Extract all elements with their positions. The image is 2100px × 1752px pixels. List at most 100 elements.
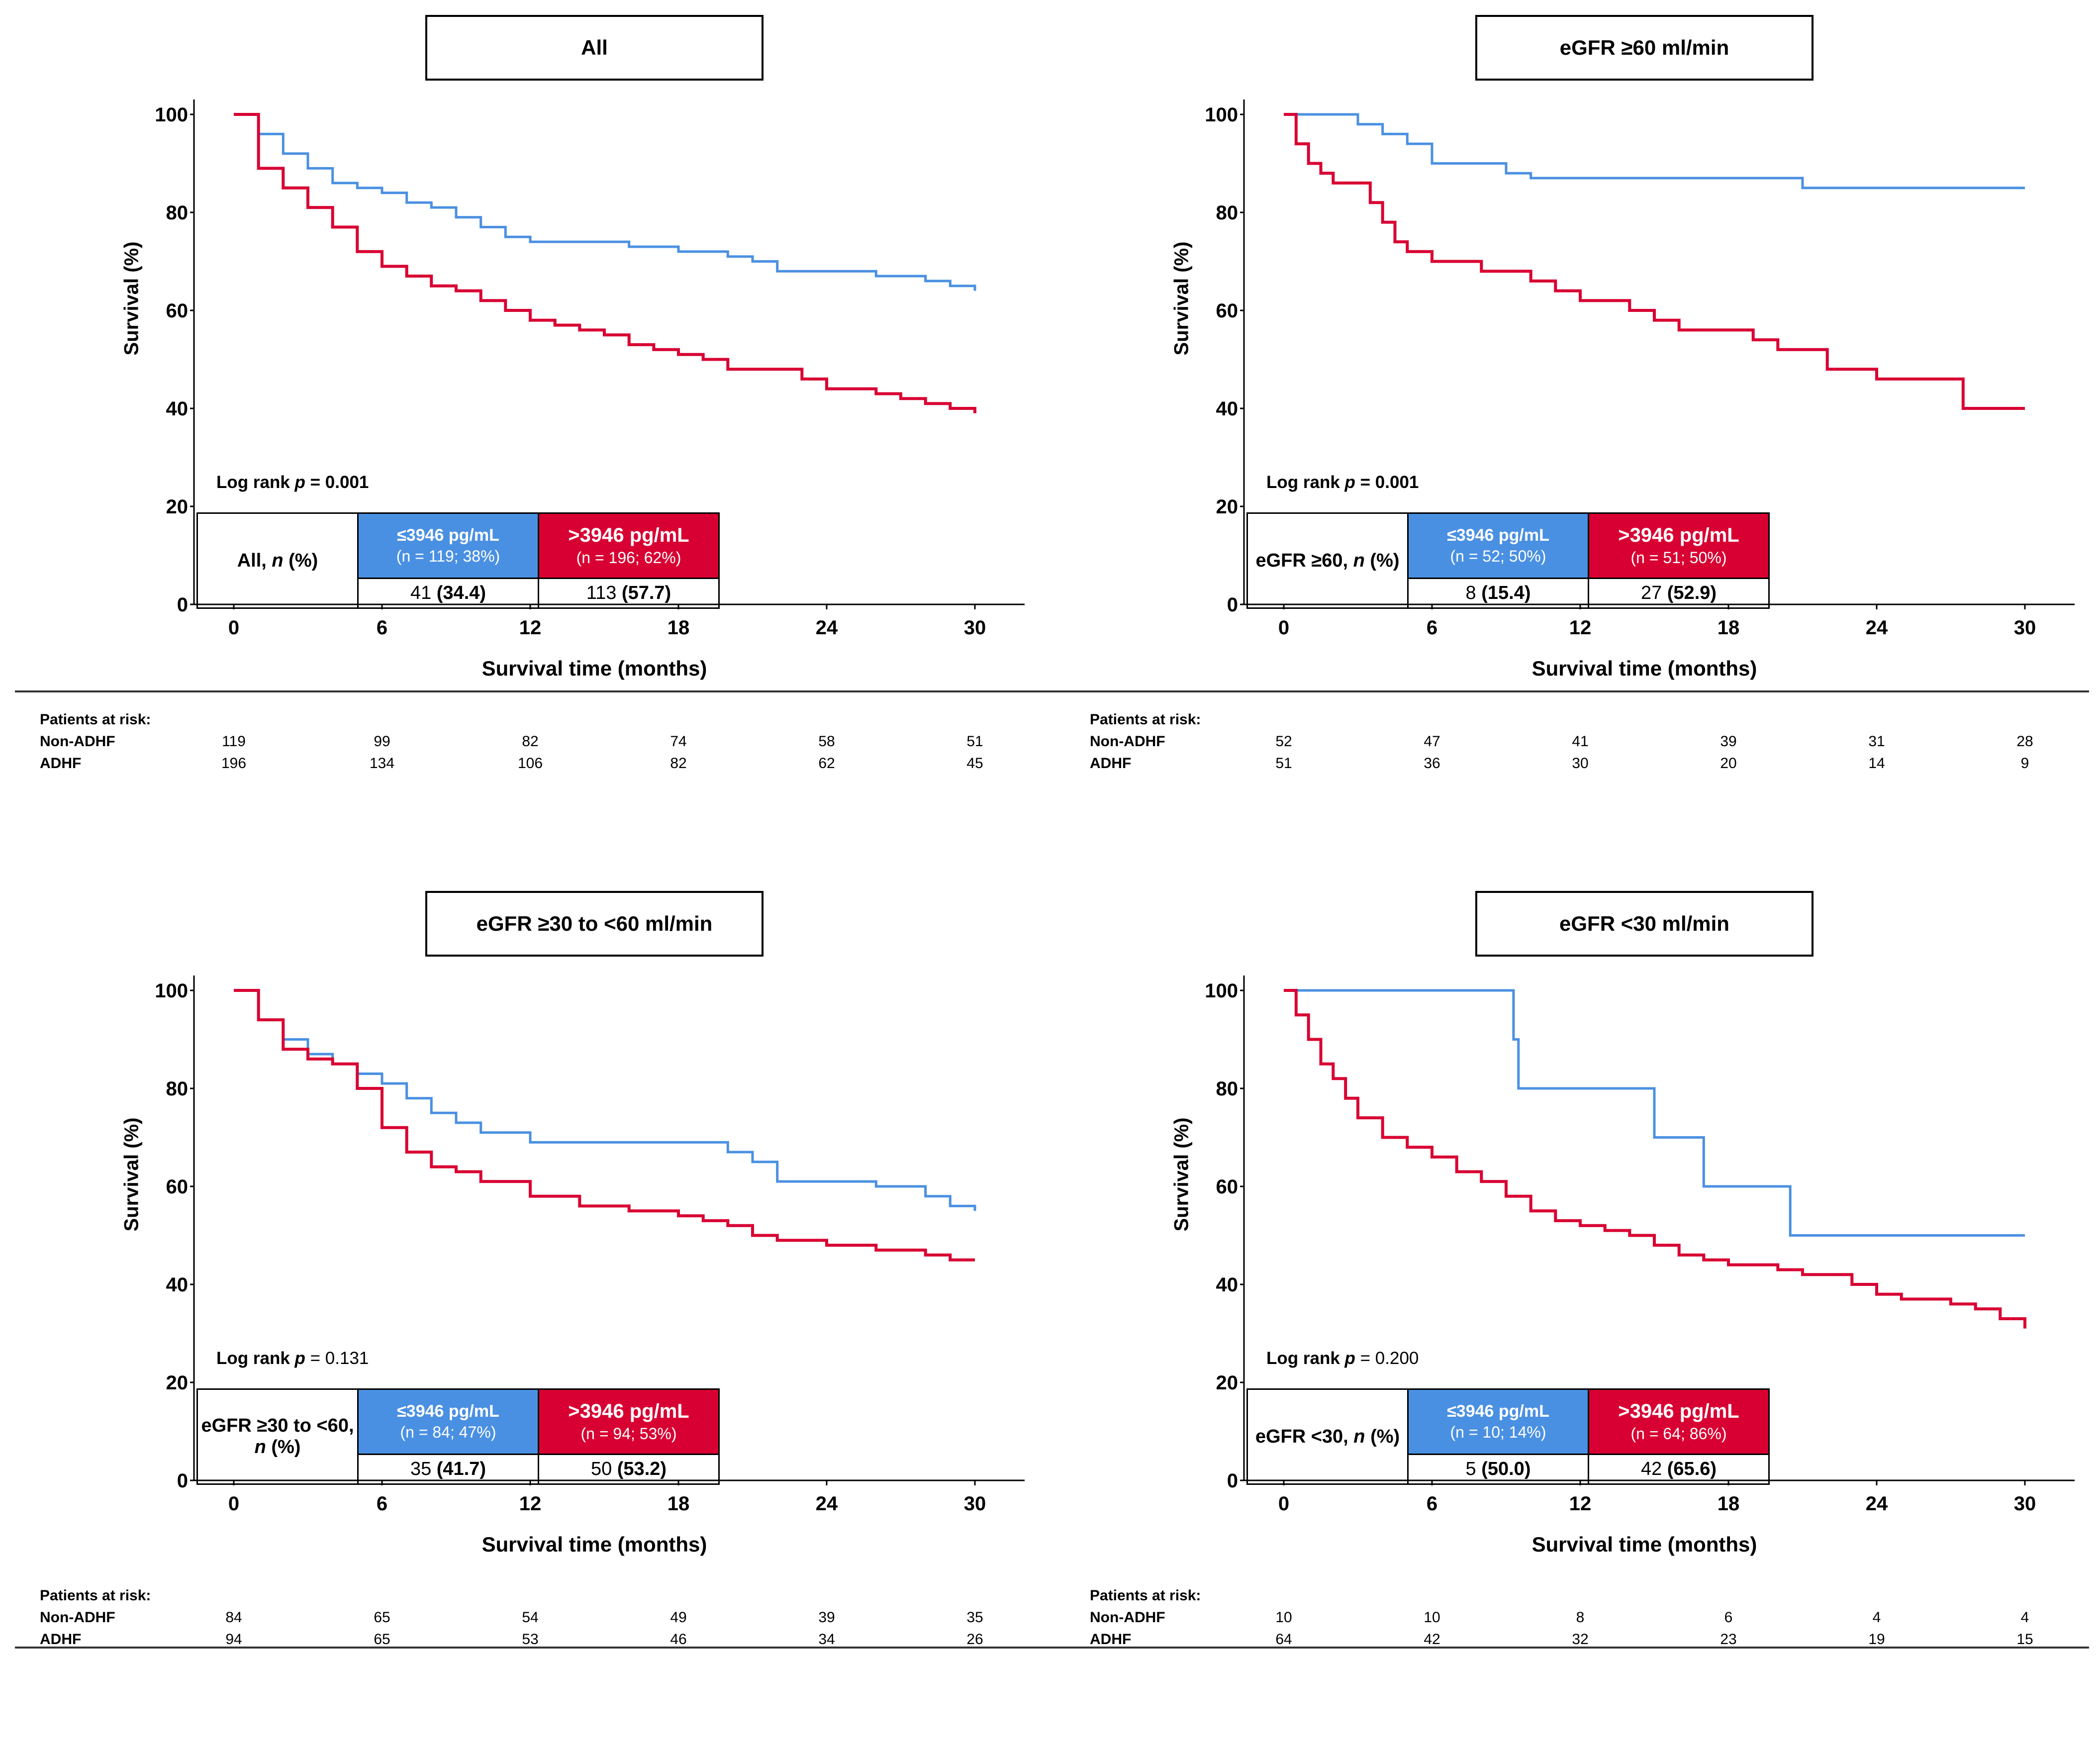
high-events-count: 113: [586, 583, 622, 603]
y-axis-title: Survival (%): [120, 241, 143, 356]
risk-non-adhf-value: 99: [374, 733, 390, 750]
risk-non-adhf-value: 84: [225, 1609, 242, 1626]
legend-high-events: 27 (52.9): [1588, 578, 1770, 609]
row-label-main: eGFR ≥30 to <60,: [201, 1415, 354, 1436]
legend-row-label: eGFR ≥60, n (%): [1246, 512, 1409, 609]
y-tick-label: 100: [1205, 980, 1238, 1002]
log-rank-label: Log rank p = 0.200: [1266, 1349, 1419, 1368]
y-tick-label: 40: [1216, 398, 1239, 420]
low-events-count: 35: [410, 1459, 437, 1479]
series-line-high: [1284, 113, 2025, 410]
x-tick-label: 30: [964, 617, 986, 639]
y-tick-label: 80: [1216, 1078, 1239, 1100]
risk-label-adhf: ADHF: [1090, 1631, 1132, 1648]
risk-adhf-value: 51: [1275, 755, 1292, 772]
x-tick-label: 18: [668, 1493, 690, 1515]
row-label-main: eGFR ≥60,: [1255, 550, 1353, 571]
chart-title: All: [425, 15, 764, 81]
legend-row-label: All, n (%): [196, 512, 359, 609]
plot-area: 100 80 60 40 20 0 0 6 12 18 24 30: [155, 975, 1025, 1515]
log-rank-label: Log rank p = 0.131: [216, 1349, 369, 1368]
legend-table: eGFR ≥30 to <60, n (%) ≤3946 pg/mL (n = 84…: [196, 1388, 720, 1485]
legend-low-label: ≤3946 pg/mL: [397, 1402, 499, 1421]
panel-egfr-ge60: eGFR ≥60 ml/min 100 80 60 40 20 0 0 6 12 18 24 30 Sur…: [1050, 0, 2100, 876]
legend-high-events: 42 (65.6): [1588, 1454, 1770, 1485]
x-axis-title: Survival time (months): [1531, 657, 1757, 680]
series-line-high: [234, 989, 975, 1262]
x-tick-label: 12: [519, 1493, 542, 1515]
risk-adhf-value: 45: [966, 755, 983, 772]
risk-adhf-value: 26: [966, 1631, 983, 1648]
row-label-main: All,: [237, 550, 272, 571]
risk-non-adhf-value: 39: [818, 1609, 835, 1626]
legend-low-group: ≤3946 pg/mL (n = 84; 47%): [357, 1388, 539, 1455]
legend-high-label: >3946 pg/mL: [568, 1400, 689, 1422]
y-axis-title: Survival (%): [120, 1117, 143, 1232]
legend-high-group: >3946 pg/mL (n = 196; 62%): [538, 512, 720, 579]
plot-area: 100 80 60 40 20 0 0 6 12 18 24 30: [1205, 99, 2075, 639]
legend-high-n: (n = 196; 62%): [576, 549, 681, 567]
y-tick-label: 20: [166, 496, 189, 518]
x-tick-label: 24: [816, 1493, 838, 1515]
risk-adhf-value: 20: [1720, 755, 1737, 772]
row-label-pct: (%): [283, 550, 318, 571]
legend-low-n: (n = 10; 14%): [1450, 1423, 1546, 1441]
risk-non-adhf-value: 47: [1424, 733, 1440, 750]
risk-non-adhf-value: 6: [1724, 1609, 1733, 1626]
legend-low-n: (n = 52; 50%): [1450, 547, 1546, 565]
risk-non-adhf-value: 51: [966, 733, 983, 750]
patients-at-risk: Patients at risk: Non-ADHF ADHF 10 10 8 6 4 4 64 4…: [1090, 1587, 2065, 1657]
legend-table: eGFR <30, n (%) ≤3946 pg/mL (n = 10; 14%) >…: [1246, 1388, 1770, 1485]
risk-adhf-value: 9: [2020, 755, 2029, 772]
log-rank-text: Log rank: [1266, 1349, 1345, 1368]
risk-non-adhf-value: 39: [1720, 733, 1737, 750]
legend-low-label: ≤3946 pg/mL: [397, 526, 499, 545]
risk-adhf-value: 62: [818, 755, 835, 772]
series-line-high: [234, 113, 976, 413]
y-tick-label: 20: [1216, 496, 1239, 518]
risk-label-non-adhf: Non-ADHF: [40, 1609, 115, 1626]
y-tick-label: 0: [1227, 1470, 1238, 1492]
risk-non-adhf-value: 28: [2016, 733, 2033, 750]
panel-all: All 100 80 60 40 20 0 0 6 12 18 24 30 Survival (%) Sur…: [0, 0, 1050, 876]
risk-non-adhf-value: 4: [2020, 1609, 2029, 1626]
y-tick-label: 60: [1216, 300, 1239, 322]
legend-low-events: 5 (50.0): [1407, 1454, 1589, 1485]
y-axis-title: Survival (%): [1170, 1117, 1193, 1232]
x-tick-label: 18: [1718, 617, 1740, 639]
x-tick-label: 6: [377, 1493, 387, 1515]
legend-high-events: 50 (53.2): [538, 1454, 720, 1485]
x-tick-label: 12: [1569, 1493, 1592, 1515]
risk-adhf-value: 42: [1424, 1631, 1440, 1648]
y-tick-label: 100: [155, 980, 188, 1002]
risk-non-adhf-value: 10: [1424, 1609, 1440, 1626]
low-events-pct: (34.4): [436, 583, 486, 603]
legend-low-n: (n = 84; 47%): [400, 1423, 496, 1441]
log-rank-text: Log rank: [216, 473, 295, 492]
legend-low-events: 41 (34.4): [357, 578, 539, 609]
legend-table: eGFR ≥60, n (%) ≤3946 pg/mL (n = 52; 50%) >…: [1246, 512, 1770, 609]
row-label-n: n: [1353, 1426, 1365, 1447]
chart-title: eGFR <30 ml/min: [1475, 891, 1814, 957]
x-tick-label: 0: [1278, 617, 1289, 639]
series-line-low: [1284, 113, 2025, 190]
log-rank-text: Log rank: [1266, 473, 1345, 492]
risk-non-adhf-value: 74: [670, 733, 687, 750]
risk-non-adhf-value: 35: [966, 1609, 983, 1626]
y-axis-title: Survival (%): [1170, 241, 1193, 356]
y-tick-label: 60: [1216, 1176, 1239, 1198]
x-tick-label: 0: [228, 617, 239, 639]
series-line-low: [234, 989, 976, 1211]
legend-high-label: >3946 pg/mL: [568, 524, 689, 546]
x-axis-title: Survival time (months): [481, 657, 707, 680]
y-tick-label: 0: [177, 1470, 188, 1492]
high-events-pct: (57.7): [621, 583, 671, 603]
risk-non-adhf-value: 65: [374, 1609, 390, 1626]
x-tick-label: 30: [2014, 1493, 2036, 1515]
risk-non-adhf-value: 10: [1275, 1609, 1292, 1626]
legend-low-group: ≤3946 pg/mL (n = 52; 50%): [1407, 512, 1589, 579]
log-rank-value: = 0.131: [305, 1349, 369, 1368]
risk-adhf-value: 36: [1424, 755, 1440, 772]
log-rank-value: = 0.200: [1355, 1349, 1419, 1368]
low-events-pct: (50.0): [1481, 1459, 1531, 1479]
